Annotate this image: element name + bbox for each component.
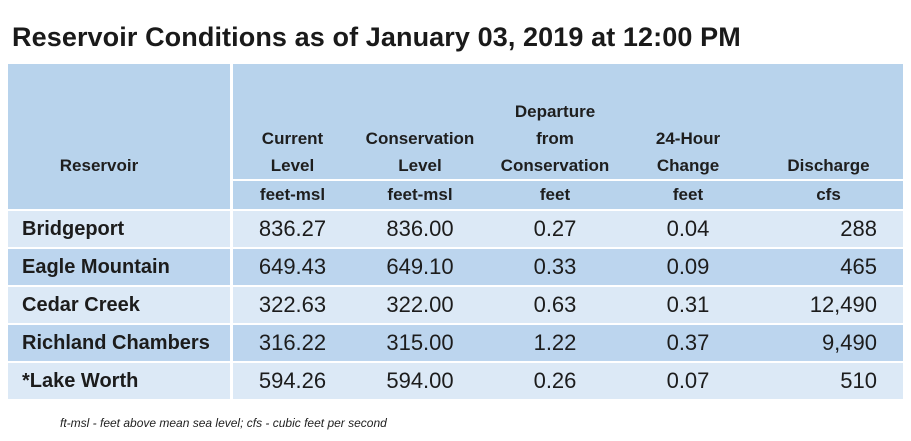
footnote: ft-msl - feet above mean sea level; cfs … — [60, 416, 387, 430]
unit-cell-departure: feet — [488, 179, 622, 209]
table-row: Cedar Creek 322.63 322.00 0.63 0.31 12,4… — [8, 285, 903, 323]
conservation-level-value: 594.00 — [352, 361, 488, 399]
table-header-row: Reservoir Current Level Conservation Lev… — [8, 64, 903, 179]
current-level-value: 649.43 — [230, 247, 352, 285]
current-level-value: 322.63 — [230, 285, 352, 323]
change-value: 0.31 — [622, 285, 754, 323]
current-level-value: 594.26 — [230, 361, 352, 399]
reservoir-name: Bridgeport — [8, 209, 230, 247]
departure-value: 0.33 — [488, 247, 622, 285]
column-header-current-level: Current Level — [230, 64, 352, 179]
change-value: 0.37 — [622, 323, 754, 361]
column-header-label: from — [536, 129, 574, 148]
change-value: 0.04 — [622, 209, 754, 247]
departure-value: 0.63 — [488, 285, 622, 323]
column-header-label: Current — [261, 129, 324, 148]
page-title: Reservoir Conditions as of January 03, 2… — [12, 22, 741, 52]
column-header-label: Conservation — [500, 156, 610, 175]
column-header-label: Reservoir — [59, 156, 139, 175]
discharge-value: 465 — [754, 247, 903, 285]
discharge-value: 288 — [754, 209, 903, 247]
reservoir-name: Richland Chambers — [8, 323, 230, 361]
conservation-level-value: 322.00 — [352, 285, 488, 323]
table-row: Richland Chambers 316.22 315.00 1.22 0.3… — [8, 323, 903, 361]
reservoir-name: Cedar Creek — [8, 285, 230, 323]
unit-cell-discharge: cfs — [754, 179, 903, 209]
conservation-level-value: 649.10 — [352, 247, 488, 285]
column-header-label: Discharge — [787, 156, 870, 175]
table-row: Eagle Mountain 649.43 649.10 0.33 0.09 4… — [8, 247, 903, 285]
departure-value: 0.26 — [488, 361, 622, 399]
current-level-value: 316.22 — [230, 323, 352, 361]
discharge-value: 9,490 — [754, 323, 903, 361]
discharge-value: 12,490 — [754, 285, 903, 323]
unit-cell-reservoir — [8, 179, 230, 209]
conservation-level-value: 315.00 — [352, 323, 488, 361]
column-header-departure: Departure from Conservation — [488, 64, 622, 179]
change-value: 0.07 — [622, 361, 754, 399]
column-header-label: Departure — [514, 102, 596, 121]
column-header-label: 24-Hour — [655, 129, 721, 148]
reservoir-name: *Lake Worth — [8, 361, 230, 399]
table-row: *Lake Worth 594.26 594.00 0.26 0.07 510 — [8, 361, 903, 399]
departure-value: 0.27 — [488, 209, 622, 247]
discharge-value: 510 — [754, 361, 903, 399]
column-header-label: Level — [398, 156, 442, 175]
column-header-conservation-level: Conservation Level — [352, 64, 488, 179]
column-header-24-hour-change: 24-Hour Change — [622, 64, 754, 179]
departure-value: 1.22 — [488, 323, 622, 361]
column-header-label: Level — [270, 156, 315, 175]
table-units-row: feet-msl feet-msl feet feet cfs — [8, 179, 903, 209]
current-level-value: 836.27 — [230, 209, 352, 247]
unit-cell-conservation-level: feet-msl — [352, 179, 488, 209]
column-header-discharge: Discharge — [754, 64, 903, 179]
change-value: 0.09 — [622, 247, 754, 285]
column-header-reservoir: Reservoir — [8, 64, 230, 179]
column-header-label: Change — [656, 156, 720, 175]
unit-cell-24-hour-change: feet — [622, 179, 754, 209]
table-row: Bridgeport 836.27 836.00 0.27 0.04 288 — [8, 209, 903, 247]
conservation-level-value: 836.00 — [352, 209, 488, 247]
reservoir-table: Reservoir Current Level Conservation Lev… — [8, 64, 903, 399]
column-header-label: Conservation — [365, 129, 475, 148]
unit-cell-current-level: feet-msl — [230, 179, 352, 209]
reservoir-name: Eagle Mountain — [8, 247, 230, 285]
